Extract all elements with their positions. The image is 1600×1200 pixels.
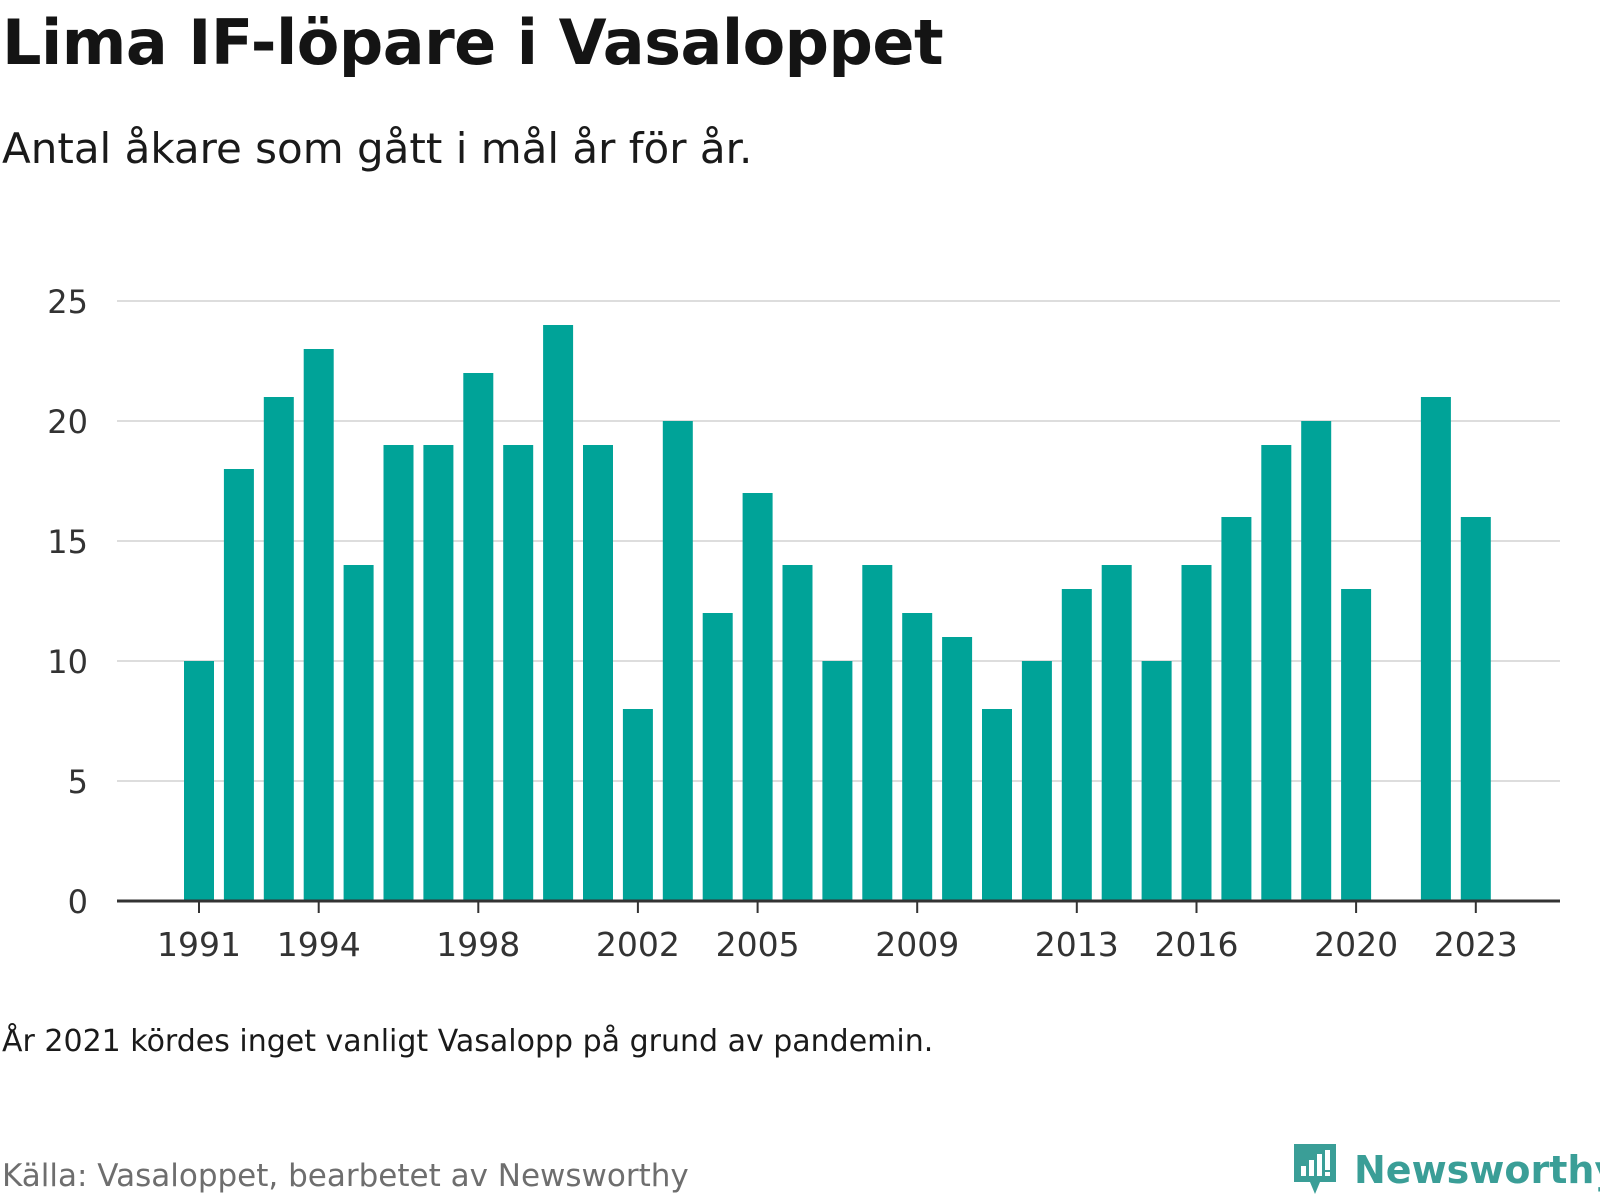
y-tick-label: 10 — [47, 643, 88, 681]
bar-2015 — [1141, 661, 1172, 901]
x-tick-label: 2002 — [596, 925, 680, 960]
bar-1994 — [303, 349, 334, 901]
bar-2013 — [1061, 589, 1092, 901]
bar-1993 — [263, 397, 294, 901]
bar-1992 — [223, 469, 254, 901]
footnote: År 2021 kördes inget vanligt Vasalopp på… — [2, 1024, 934, 1059]
newsworthy-logo-icon — [1294, 1144, 1336, 1194]
bar-chart: 0 5 10 15 20 25 1991 1994 1998 2002 2005 2009 2013 2… — [47, 283, 1560, 960]
y-tick-label: 5 — [68, 763, 88, 801]
y-tick-label: 20 — [47, 403, 88, 441]
bar-2014 — [1101, 565, 1132, 901]
bar-2006 — [782, 565, 813, 901]
chart-title: Lima IF-löpare i Vasaloppet — [2, 6, 944, 79]
bar-2022 — [1420, 397, 1451, 901]
bar-2018 — [1261, 445, 1292, 901]
bar-2002 — [622, 709, 653, 901]
bar-1999 — [503, 445, 534, 901]
bar-1997 — [423, 445, 454, 901]
bar-1991 — [184, 661, 214, 901]
brand-logo: Newsworthy — [1290, 1140, 1600, 1200]
y-tick-label: 0 — [68, 883, 88, 921]
x-tick-label: 2005 — [716, 925, 800, 960]
bar-2023 — [1460, 517, 1491, 901]
x-tick-label: 1991 — [157, 925, 241, 960]
x-tick-label: 2020 — [1314, 925, 1398, 960]
bar-2003 — [662, 421, 693, 901]
bar-2000 — [543, 325, 574, 901]
bar-2001 — [583, 445, 613, 901]
bar-2012 — [1021, 661, 1052, 901]
bar-2019 — [1301, 421, 1332, 901]
y-tick-label: 25 — [47, 283, 88, 321]
x-tick-label: 2016 — [1155, 925, 1239, 960]
bar-1998 — [463, 373, 494, 901]
bar-2020 — [1341, 589, 1372, 901]
bar-2008 — [862, 565, 893, 901]
x-tick-label: 2013 — [1035, 925, 1119, 960]
bar-2017 — [1221, 517, 1252, 901]
x-tick-label: 2023 — [1434, 925, 1518, 960]
x-tick-label: 1994 — [277, 925, 361, 960]
y-axis-ticks: 0 5 10 15 20 25 — [47, 283, 88, 921]
bar-2016 — [1181, 565, 1212, 901]
x-tick-label: 2009 — [875, 925, 959, 960]
x-tick-label: 1998 — [436, 925, 520, 960]
bar-2011 — [982, 709, 1012, 901]
bar-2010 — [942, 637, 973, 901]
y-tick-label: 15 — [47, 523, 88, 561]
source-text: Källa: Vasaloppet, bearbetet av Newswort… — [2, 1158, 689, 1194]
x-axis: 1991 1994 1998 2002 2005 2009 2013 2016 2020 2023 — [117, 899, 1560, 960]
bars — [184, 325, 1491, 901]
bar-2009 — [902, 613, 933, 901]
bar-2005 — [742, 493, 773, 901]
bar-2007 — [822, 661, 853, 901]
bar-2004 — [702, 613, 733, 901]
brand-name: Newsworthy — [1354, 1148, 1600, 1192]
bar-1995 — [343, 565, 374, 901]
bar-1996 — [383, 445, 414, 901]
chart-subtitle: Antal åkare som gått i mål år för år. — [2, 124, 753, 173]
